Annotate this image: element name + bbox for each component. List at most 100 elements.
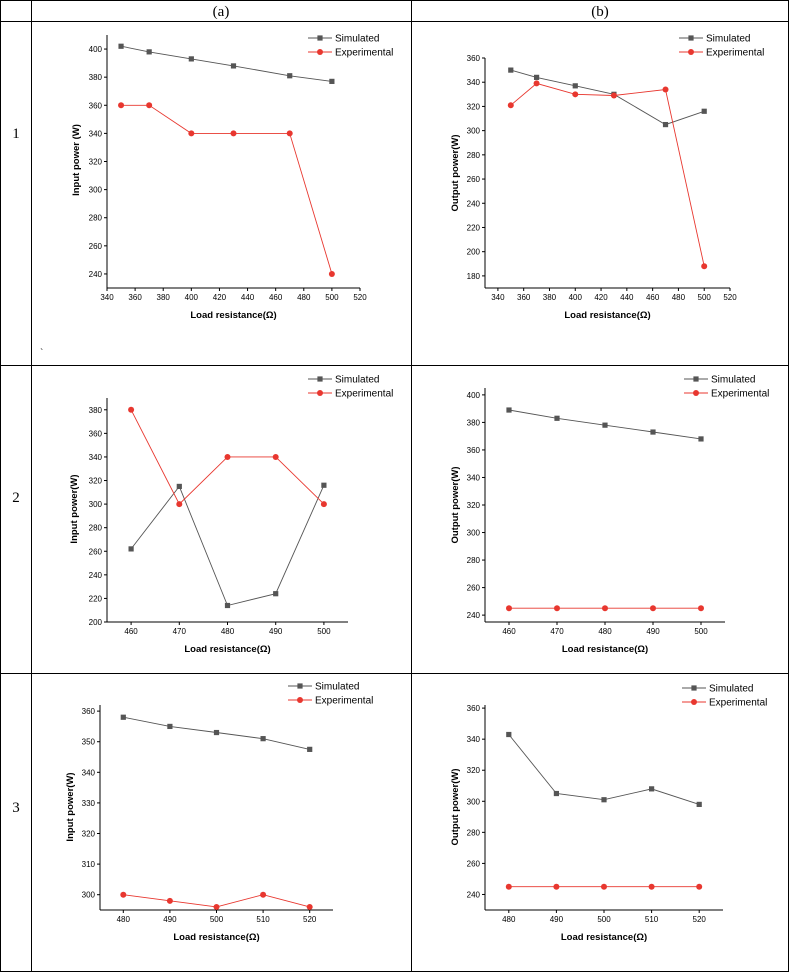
point-experimental [701, 263, 708, 270]
x-tick-label: 480 [502, 915, 516, 924]
y-tick-label: 300 [89, 500, 103, 509]
point-experimental [328, 270, 335, 277]
y-tick-label: 360 [467, 704, 481, 713]
point-simulated [120, 714, 126, 720]
legend-marker [317, 49, 323, 55]
point-experimental [650, 605, 656, 612]
point-simulated [662, 121, 669, 128]
point-experimental [230, 130, 237, 137]
y-tick-label: 260 [467, 584, 481, 593]
point-simulated [273, 591, 279, 597]
x-tick-label: 510 [645, 915, 659, 924]
point-experimental [224, 453, 231, 460]
legend-entry-simulated: Simulated [682, 684, 753, 695]
y-axis-label: Output power(W) [450, 768, 461, 845]
x-tick-label: 420 [213, 293, 227, 302]
y-tick-label: 400 [89, 45, 103, 54]
x-axis-label: Load resistance(Ω) [561, 932, 647, 943]
x-tick-label: 480 [598, 627, 612, 636]
y-tick-label: 260 [467, 859, 481, 868]
y-tick-label: 320 [89, 158, 103, 167]
y-tick-label: 260 [89, 547, 103, 556]
legend-label: Experimental [706, 48, 764, 59]
x-tick-label: 460 [646, 293, 660, 302]
series-line-experimental [121, 104, 333, 275]
y-tick-label: 260 [89, 242, 103, 251]
point-experimental [662, 86, 669, 93]
legend-entry-simulated: Simulated [308, 34, 379, 45]
x-tick-label: 470 [173, 627, 187, 636]
point-experimental [505, 883, 512, 890]
legend-label: Experimental [709, 698, 767, 709]
x-tick-label: 500 [694, 627, 708, 636]
x-tick-label: 500 [698, 293, 712, 302]
legend-entry-experimental: Experimental [679, 48, 764, 59]
y-tick-label: 320 [82, 830, 96, 839]
x-tick-label: 520 [693, 915, 707, 924]
point-simulated [649, 786, 655, 792]
y-tick-label: 360 [89, 429, 103, 438]
legend-label: Experimental [335, 48, 393, 59]
y-tick-label: 200 [89, 618, 103, 627]
legend-entry-simulated: Simulated [679, 34, 750, 45]
legend-label: Simulated [706, 34, 750, 45]
legend-entry-simulated: Simulated [288, 682, 359, 693]
x-axis-label: Load resistance(Ω) [562, 644, 648, 655]
series-line-simulated [130, 485, 325, 607]
legend-marker [691, 685, 697, 691]
point-simulated [167, 723, 173, 730]
y-axis-label: Input power(W) [65, 772, 76, 841]
x-tick-label: 500 [325, 293, 339, 302]
y-tick-label: 320 [89, 477, 103, 486]
point-simulated [506, 407, 512, 413]
legend-marker [317, 35, 323, 41]
x-tick-label: 480 [117, 915, 131, 924]
x-tick-label: 510 [256, 915, 270, 924]
y-tick-label: 300 [467, 127, 481, 136]
y-tick-label: 380 [467, 418, 481, 427]
y-axis-label: Input power(W) [69, 474, 80, 543]
point-simulated [553, 790, 559, 797]
point-simulated [698, 436, 704, 442]
legend-label: Experimental [315, 696, 373, 707]
legend-marker [688, 35, 694, 41]
y-tick-label: 260 [467, 175, 481, 184]
y-axis-label: Output power(W) [450, 466, 461, 543]
point-experimental [698, 605, 704, 612]
y-tick-label: 310 [82, 860, 96, 869]
x-tick-label: 380 [543, 293, 557, 302]
point-experimental [260, 891, 267, 898]
x-tick-label: 440 [241, 293, 255, 302]
point-experimental [506, 605, 512, 612]
legend-marker [688, 49, 694, 55]
legend-entry-experimental: Experimental [308, 48, 393, 59]
point-experimental [648, 883, 655, 890]
x-tick-label: 490 [646, 627, 660, 636]
x-tick-label: 500 [210, 915, 224, 924]
point-simulated [260, 736, 266, 742]
point-simulated [176, 483, 182, 490]
point-simulated [533, 74, 540, 80]
y-tick-label: 220 [89, 594, 103, 603]
point-simulated [188, 56, 194, 62]
x-axis-label: Load resistance(Ω) [184, 644, 270, 655]
point-simulated [696, 801, 702, 807]
x-tick-label: 460 [124, 627, 138, 636]
y-tick-label: 280 [467, 828, 481, 837]
point-simulated [602, 422, 608, 428]
y-tick-label: 280 [467, 151, 481, 160]
y-tick-label: 220 [467, 223, 481, 232]
point-experimental [572, 91, 579, 98]
y-axis-label: Input power (W) [71, 124, 82, 196]
point-simulated [506, 731, 512, 738]
column-header-b: (b) [591, 4, 609, 20]
y-tick-label: 300 [89, 186, 103, 195]
x-tick-label: 480 [672, 293, 686, 302]
y-tick-label: 300 [467, 529, 481, 538]
point-experimental [176, 501, 183, 508]
legend-label: Experimental [711, 389, 769, 400]
point-experimental [507, 102, 514, 109]
legend-entry-simulated: Simulated [684, 375, 755, 386]
point-experimental [146, 102, 153, 109]
